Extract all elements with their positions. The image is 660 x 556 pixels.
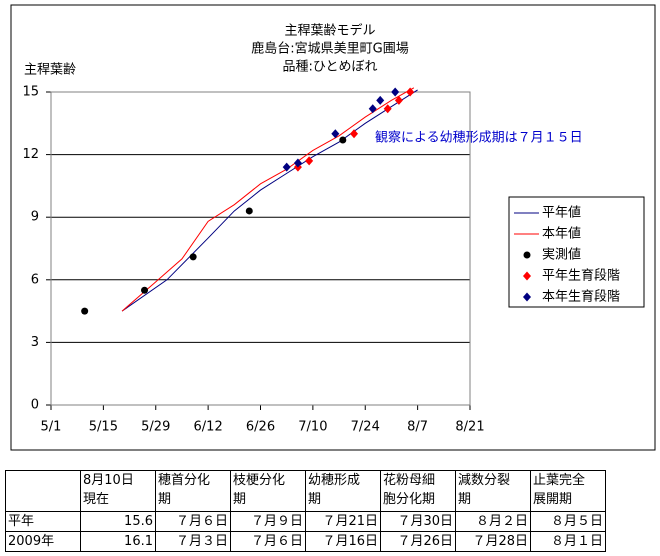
legend-label: 本年生育段階 [542,289,620,305]
table-row: 2009年 16.1 ７月３日 ７月６日 ７月16日 ７月26日 ７月28日 ８月１日 [5,531,606,552]
y-tick-label: 6 [31,272,39,287]
annotation: 観察による幼穂形成期は７月１５日 [375,131,583,146]
y-tick-label: 9 [31,210,39,225]
y-axis-label: 主稈葉齢 [24,63,76,78]
table-cell: 花粉母細 胞分化期 [380,470,456,512]
table-cell: 枝梗分化 期 [230,470,306,512]
data-point [293,158,302,168]
table-cell: 平年 [5,511,81,532]
chart-title: 品種:ひとめぼれ [283,59,378,75]
x-tick-label: 8/7 [407,420,428,435]
table-cell: ８月５日 [530,511,606,532]
x-tick-label: 5/29 [141,420,170,435]
data-point [394,95,403,105]
x-tick-label: 7/24 [351,420,380,435]
chart: 主稈葉齢 観察による幼穂形成期は７月１５日 主稈葉齢モデル鹿島台:宮城県美里町G… [10,4,656,451]
table-cell: 幼穂形成 期 [305,470,381,512]
table-cell: 15.6 [80,511,156,532]
table-cell: ８月１日 [530,531,606,552]
y-tick-label: 3 [31,335,39,350]
x-tick-label: 5/15 [89,420,118,435]
legend-swatch [523,251,531,259]
x-tick-label: 7/10 [298,420,327,435]
table-cell: 減数分裂 期 [455,470,531,512]
data-point [391,87,400,97]
x-tick-label: 6/26 [246,420,275,435]
table-cell: ７月26日 [380,531,456,552]
data-point [141,286,149,294]
legend-swatch [523,271,531,281]
data-point [305,156,314,166]
data-point [189,253,197,261]
table-cell: ７月９日 [230,511,306,532]
table-cell: ７月６日 [155,511,231,532]
x-tick-label: 5/1 [41,420,62,435]
chart-frame [10,4,656,451]
table-cell: ７月21日 [305,511,381,532]
x-tick-label: 6/12 [194,420,223,435]
series-line [121,87,415,312]
plot-frame [50,91,471,406]
chart-title: 主稈葉齢モデル [284,23,375,39]
table-cell: ７月16日 [305,531,381,552]
table-cell: 16.1 [80,531,156,552]
data-point [350,129,359,139]
data-point [245,207,253,215]
y-tick-label: 0 [31,398,39,413]
data-point [339,136,347,144]
table-cell: ７月６日 [230,531,306,552]
table-row: 平年 15.6 ７月６日 ７月９日 ７月21日 ７月30日 ８月２日 ８月５日 [5,511,606,532]
series-line [121,89,418,312]
table-cell: 8月10日 現在 [80,470,156,512]
data-point [81,307,89,315]
chart-title: 鹿島台:宮城県美里町G圃場 [251,41,408,57]
table-cell [5,470,81,512]
y-tick-label: 12 [22,147,39,162]
table-cell: ８月２日 [455,511,531,532]
data-point [282,162,291,172]
legend-label: 本年値 [542,226,581,242]
table-cell: ７月30日 [380,511,456,532]
data-point [406,87,415,97]
table-cell: 止葉完全 展開期 [530,470,606,512]
legend-box [508,196,645,308]
legend-label: 平年生育段階 [542,268,620,284]
legend-swatch [523,292,531,302]
table-cell: ７月３日 [155,531,231,552]
data-point [376,95,385,105]
data-table: 8月10日 現在 穂首分化 期枝梗分化 期幼穂形成 期花粉母細 胞分化期 減数分裂 … [5,470,606,552]
table-cell: ７月28日 [455,531,531,552]
table-cell: 穂首分化 期 [155,470,231,512]
data-point [383,104,392,114]
x-tick-label: 8/21 [455,420,484,435]
data-point [368,104,377,114]
y-tick-label: 15 [22,85,39,100]
legend-label: 実測値 [542,247,581,263]
legend-label: 平年値 [542,205,581,221]
table-cell: 2009年 [5,531,81,552]
data-point [331,129,340,139]
table-row: 8月10日 現在 穂首分化 期枝梗分化 期幼穂形成 期花粉母細 胞分化期 減数分裂 … [5,470,606,512]
